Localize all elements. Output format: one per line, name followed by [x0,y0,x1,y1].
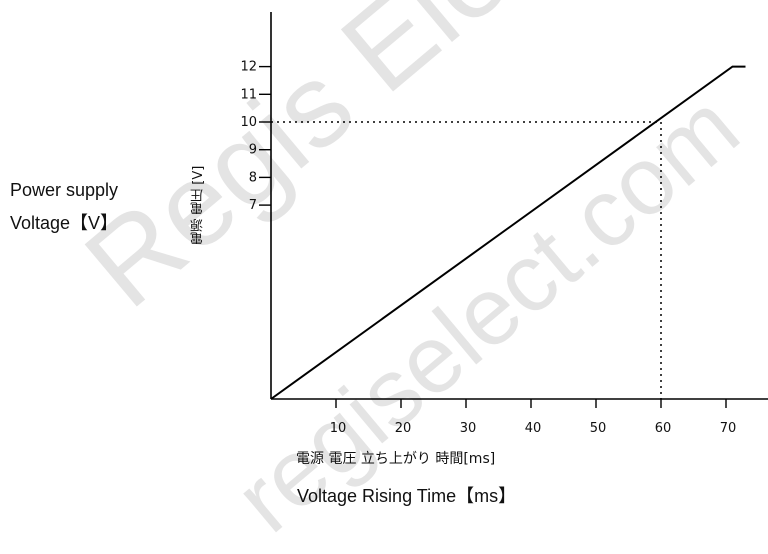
y-axis-label: Power supply Voltage【V】 [10,174,118,240]
y-axis-label-jp: 電源 電圧 [V] [191,165,206,245]
x-tick-label-30: 30 [460,421,477,436]
x-axis-label-jp: 電源 電圧 立ち上がり 時間[ms] [296,451,496,467]
x-tick-label-60: 60 [655,421,672,436]
reference-guides [271,121,662,399]
x-tick-label-40: 40 [525,421,542,436]
y-tick-label-9: 9 [249,143,257,158]
series-line-0 [270,65,746,400]
y-axis-label-line-1: Power supply [10,180,119,200]
y-axis-label-line-2: Voltage【V】 [10,213,119,233]
x-axis-label: Voltage Rising Time【ms】 [297,486,517,506]
x-tick-label-10: 10 [330,421,347,436]
x-tick-label-50: 50 [590,421,607,436]
y-tick-label-7: 7 [249,198,257,213]
voltage-rise-chart: 7 8 9 10 11 12 10 20 30 40 50 60 70 [240,12,768,436]
y-tick-label-11: 11 [240,87,257,102]
x-tick-label-20: 20 [395,421,412,436]
x-tick-label-70: 70 [720,421,737,436]
ticks: 7 8 9 10 11 12 10 20 30 40 50 60 70 [240,60,736,436]
y-tick-label-10: 10 [240,115,257,130]
y-tick-label-12: 12 [240,60,257,75]
y-tick-label-8: 8 [249,170,257,185]
series-lines [270,65,746,400]
